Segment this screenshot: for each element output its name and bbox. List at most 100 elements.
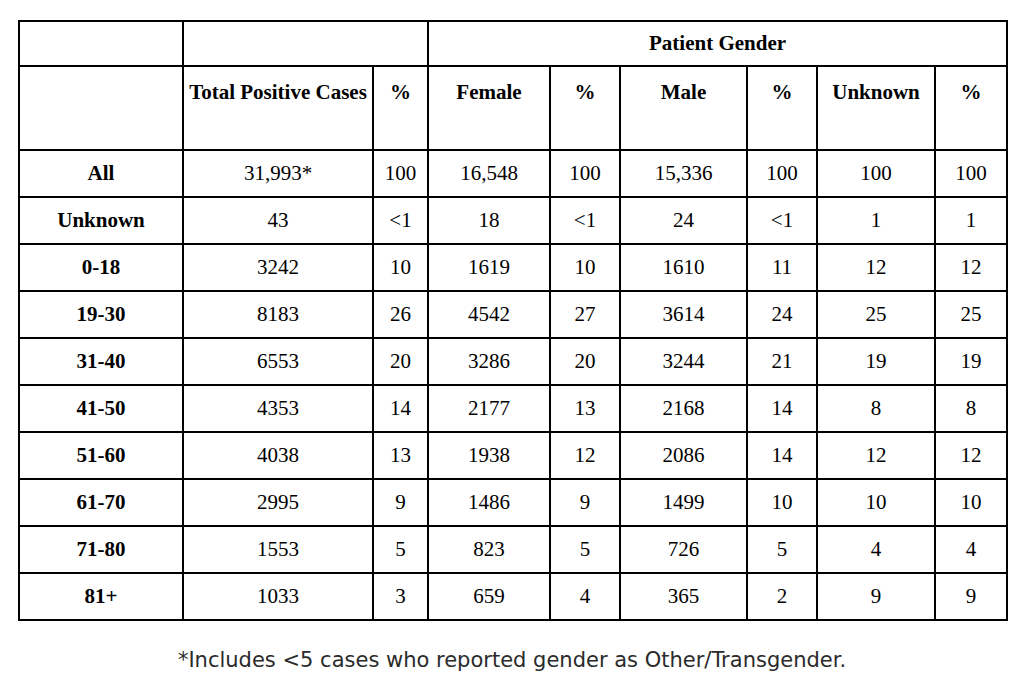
table-cell: 2995 bbox=[183, 479, 373, 526]
table-cell: 1610 bbox=[620, 244, 747, 291]
column-header bbox=[19, 66, 183, 150]
table-cell: 12 bbox=[935, 244, 1007, 291]
table-row: 61-7029959148691499101010 bbox=[19, 479, 1007, 526]
table-cell: 659 bbox=[428, 573, 550, 620]
corner-cell bbox=[19, 21, 183, 66]
table-cell: 726 bbox=[620, 526, 747, 573]
column-header-unknown: Unknown bbox=[817, 66, 935, 150]
table-cell: 9 bbox=[935, 573, 1007, 620]
table-cell: 20 bbox=[550, 338, 620, 385]
column-header-female: Female bbox=[428, 66, 550, 150]
row-label: 61-70 bbox=[19, 479, 183, 526]
row-label: 71-80 bbox=[19, 526, 183, 573]
table-cell: 26 bbox=[373, 291, 428, 338]
table-cell: 14 bbox=[373, 385, 428, 432]
row-label: Unknown bbox=[19, 197, 183, 244]
table-cell: 5 bbox=[747, 526, 817, 573]
table-cell: 10 bbox=[817, 479, 935, 526]
column-header-percent: % bbox=[747, 66, 817, 150]
table-cell: 100 bbox=[935, 150, 1007, 197]
table-cell: 1486 bbox=[428, 479, 550, 526]
table-cell: 5 bbox=[373, 526, 428, 573]
column-header-total-positive-cases: Total Positive Cases bbox=[183, 66, 373, 150]
table-cell: 1499 bbox=[620, 479, 747, 526]
table-cell: 4 bbox=[935, 526, 1007, 573]
table-cell: 100 bbox=[373, 150, 428, 197]
table-row: 31-406553203286203244211919 bbox=[19, 338, 1007, 385]
column-header-percent: % bbox=[550, 66, 620, 150]
table-cell: 11 bbox=[747, 244, 817, 291]
table-cell: 4038 bbox=[183, 432, 373, 479]
row-label: 51-60 bbox=[19, 432, 183, 479]
table-cell: 100 bbox=[817, 150, 935, 197]
table-cell: 100 bbox=[550, 150, 620, 197]
table-row: 19-308183264542273614242525 bbox=[19, 291, 1007, 338]
row-label: 19-30 bbox=[19, 291, 183, 338]
table-cell: 8 bbox=[817, 385, 935, 432]
table-cell: 1 bbox=[935, 197, 1007, 244]
table-cell: 2086 bbox=[620, 432, 747, 479]
table-cell: 12 bbox=[935, 432, 1007, 479]
patient-gender-age-table: Patient Gender Total Positive Cases % Fe… bbox=[18, 20, 1008, 621]
row-label: 41-50 bbox=[19, 385, 183, 432]
row-label: 0-18 bbox=[19, 244, 183, 291]
table-cell: 1553 bbox=[183, 526, 373, 573]
table-cell: <1 bbox=[373, 197, 428, 244]
total-group-cell bbox=[183, 21, 428, 66]
table-row: 0-183242101619101610111212 bbox=[19, 244, 1007, 291]
column-header-male: Male bbox=[620, 66, 747, 150]
table-cell: 3242 bbox=[183, 244, 373, 291]
table-cell: 6553 bbox=[183, 338, 373, 385]
table-cell: 12 bbox=[817, 432, 935, 479]
table-cell: 1 bbox=[817, 197, 935, 244]
table-row: 71-80155358235726544 bbox=[19, 526, 1007, 573]
table-cell: <1 bbox=[747, 197, 817, 244]
table-cell: 3286 bbox=[428, 338, 550, 385]
table-cell: 8 bbox=[935, 385, 1007, 432]
table-cell: 8183 bbox=[183, 291, 373, 338]
table-cell: 12 bbox=[817, 244, 935, 291]
table-cell: 25 bbox=[817, 291, 935, 338]
table-cell: 27 bbox=[550, 291, 620, 338]
table-row: 81+103336594365299 bbox=[19, 573, 1007, 620]
table-cell: 4542 bbox=[428, 291, 550, 338]
page: Patient Gender Total Positive Cases % Fe… bbox=[0, 0, 1032, 694]
row-label: 81+ bbox=[19, 573, 183, 620]
group-header-row: Patient Gender bbox=[19, 21, 1007, 66]
table-cell: 14 bbox=[747, 385, 817, 432]
table-cell: 21 bbox=[747, 338, 817, 385]
table-cell: 4 bbox=[550, 573, 620, 620]
table-cell: 9 bbox=[550, 479, 620, 526]
table-cell: 1619 bbox=[428, 244, 550, 291]
table-cell: 365 bbox=[620, 573, 747, 620]
table-cell: 10 bbox=[550, 244, 620, 291]
table-row: All31,993*10016,54810015,336100100100 bbox=[19, 150, 1007, 197]
table-cell: 1938 bbox=[428, 432, 550, 479]
table-cell: 3244 bbox=[620, 338, 747, 385]
table-row: Unknown43<118<124<111 bbox=[19, 197, 1007, 244]
table-cell: 20 bbox=[373, 338, 428, 385]
table-cell: 2 bbox=[747, 573, 817, 620]
table-cell: 24 bbox=[747, 291, 817, 338]
table-cell: 10 bbox=[747, 479, 817, 526]
table-cell: 3614 bbox=[620, 291, 747, 338]
table-cell: 5 bbox=[550, 526, 620, 573]
column-header-row: Total Positive Cases % Female % Male % U… bbox=[19, 66, 1007, 150]
table-cell: 10 bbox=[373, 244, 428, 291]
table-cell: 1033 bbox=[183, 573, 373, 620]
table-cell: 25 bbox=[935, 291, 1007, 338]
column-header-percent: % bbox=[935, 66, 1007, 150]
table-cell: 19 bbox=[935, 338, 1007, 385]
table-cell: 823 bbox=[428, 526, 550, 573]
table-cell: 31,993* bbox=[183, 150, 373, 197]
table-cell: 2177 bbox=[428, 385, 550, 432]
table-row: 51-604038131938122086141212 bbox=[19, 432, 1007, 479]
table-cell: 18 bbox=[428, 197, 550, 244]
footnote: *Includes <5 cases who reported gender a… bbox=[18, 648, 1006, 672]
table-cell: <1 bbox=[550, 197, 620, 244]
table-cell: 100 bbox=[747, 150, 817, 197]
table-cell: 16,548 bbox=[428, 150, 550, 197]
table-cell: 24 bbox=[620, 197, 747, 244]
table-cell: 9 bbox=[373, 479, 428, 526]
table-cell: 3 bbox=[373, 573, 428, 620]
